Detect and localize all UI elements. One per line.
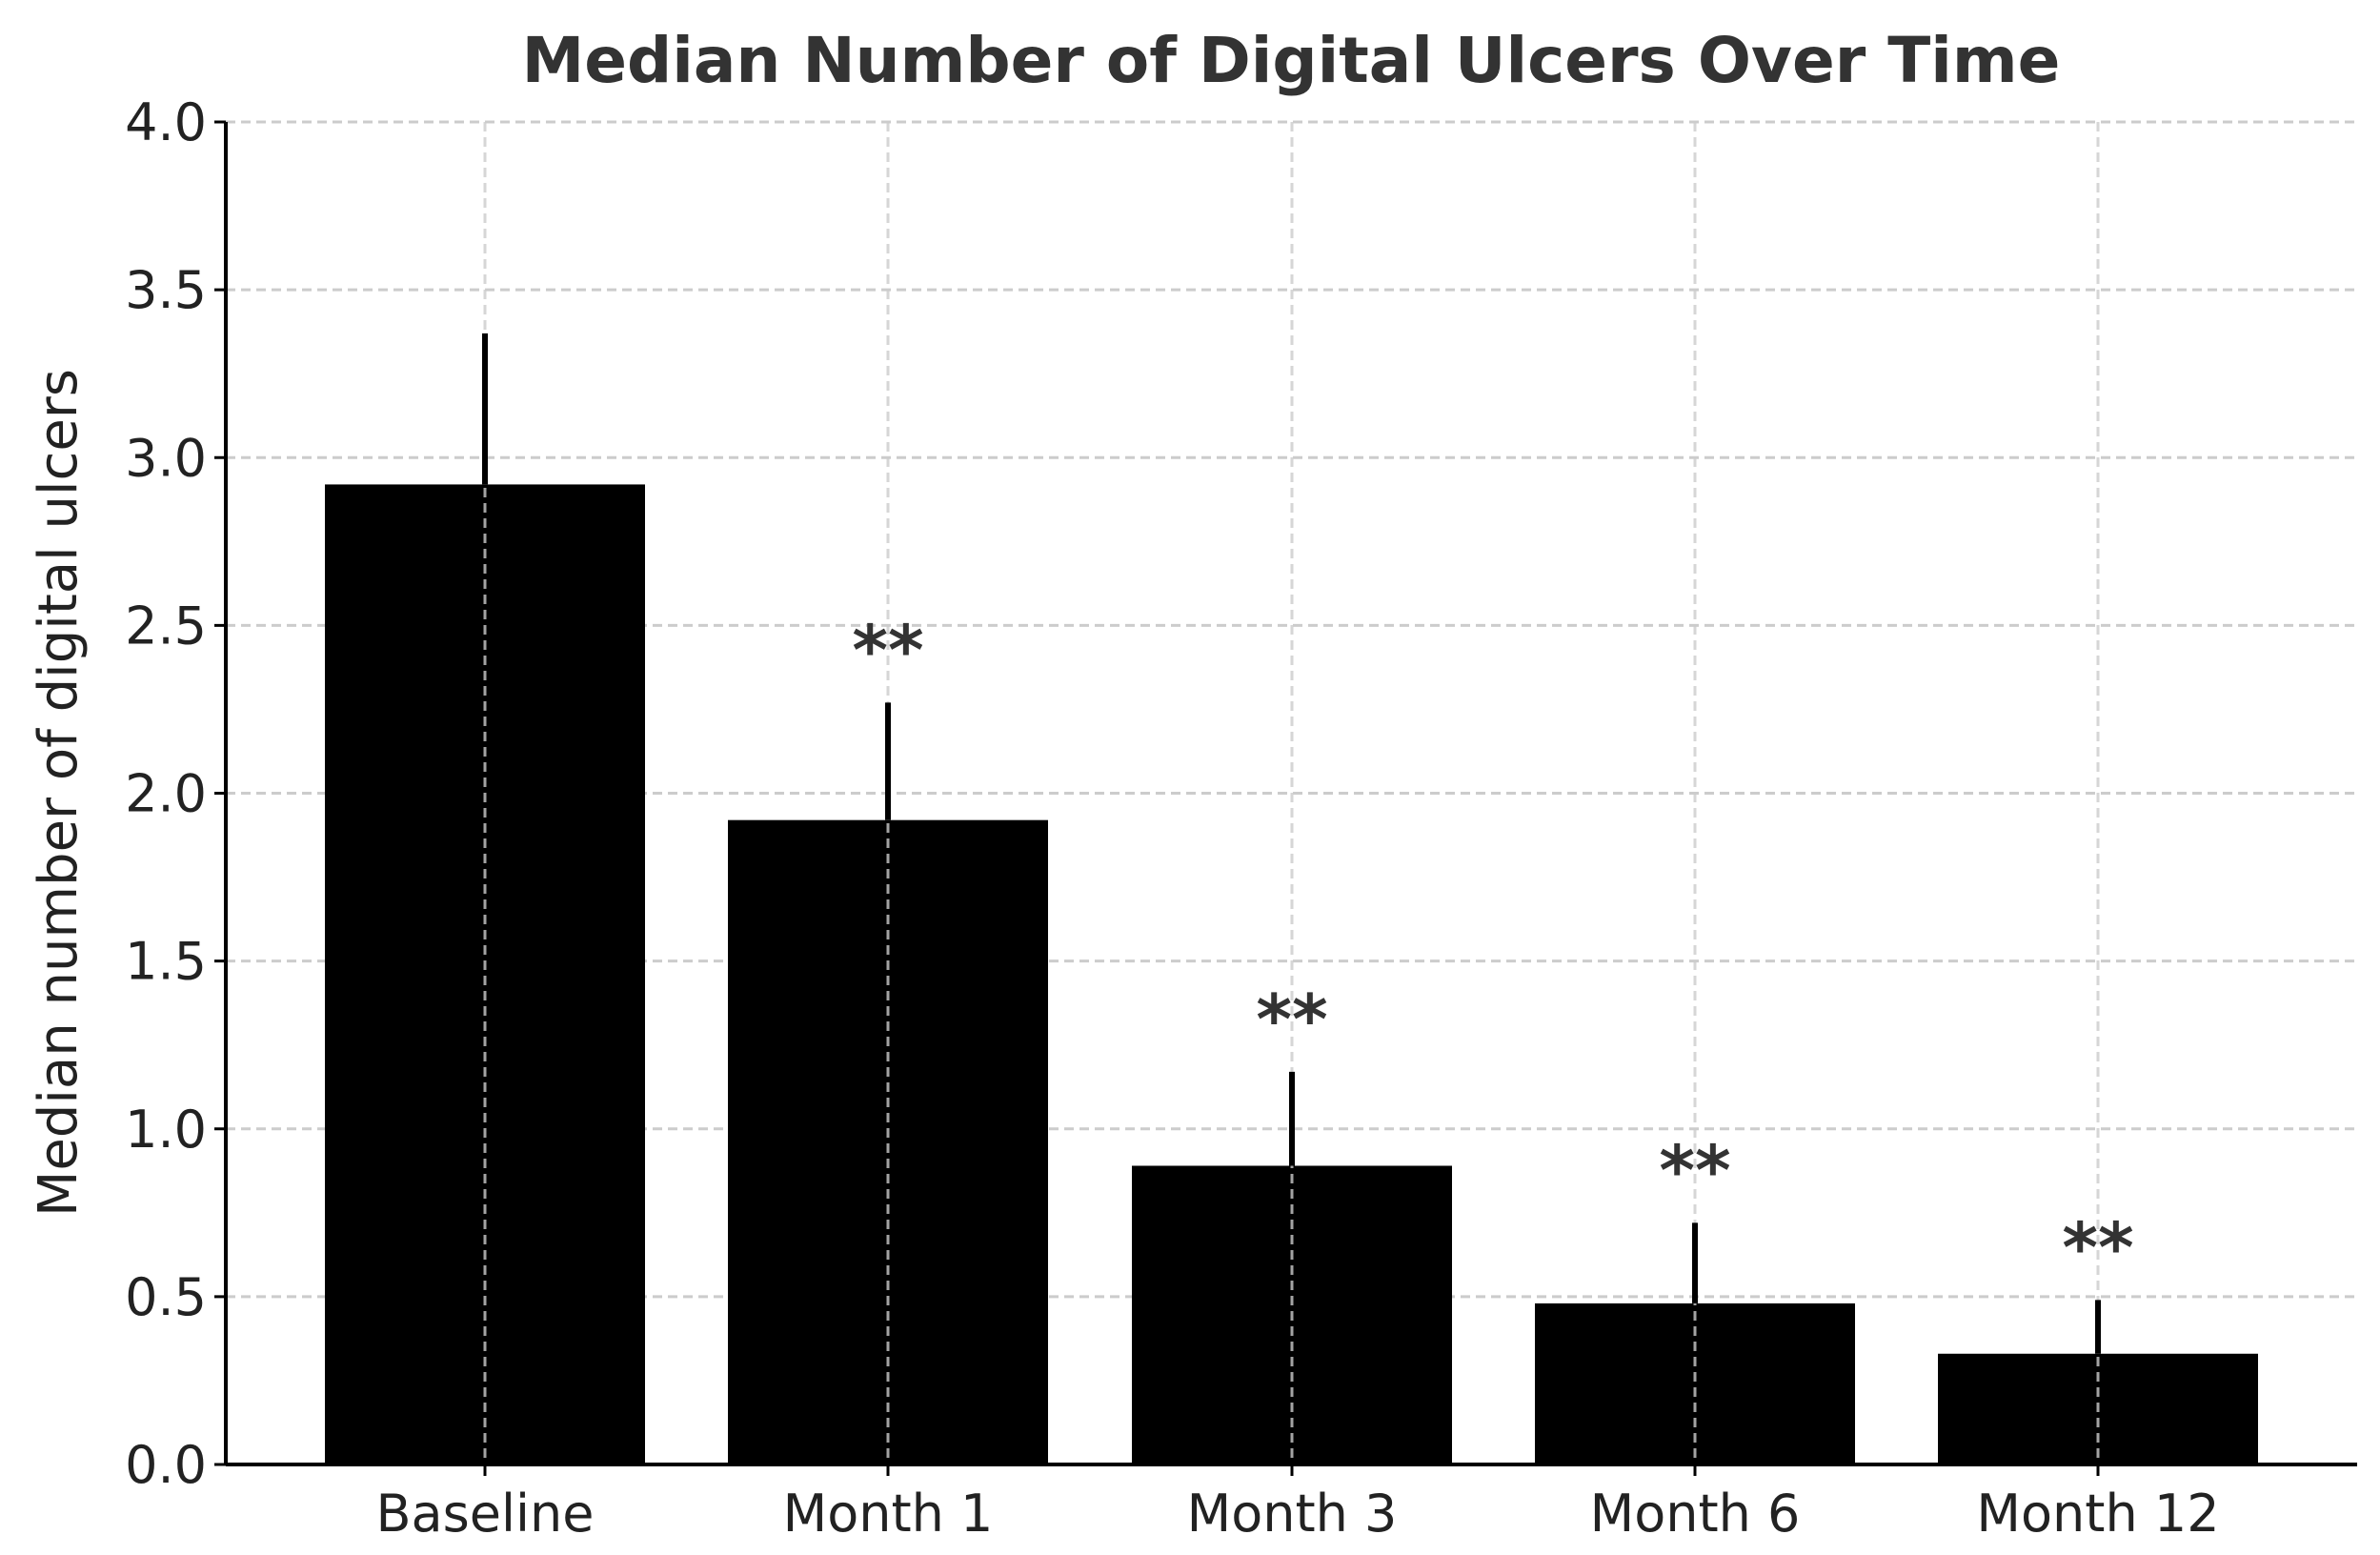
significance-annotation: ** — [2062, 1207, 2133, 1287]
y-tick-label: 0.5 — [125, 1267, 207, 1327]
significance-annotation: ** — [1256, 979, 1327, 1060]
y-axis-label: Median number of digital ulcers — [28, 369, 90, 1217]
y-tick-label: 2.5 — [125, 596, 207, 656]
y-tick-label: 0.0 — [125, 1435, 207, 1495]
y-tick-label: 1.0 — [125, 1100, 207, 1160]
y-tick-label: 4.0 — [125, 92, 207, 152]
chart-title: Median Number of Digital Ulcers Over Tim… — [522, 24, 2061, 97]
y-tick-label: 3.0 — [125, 428, 207, 488]
x-tick-label: Month 12 — [1976, 1484, 2219, 1544]
x-tick-label: Month 3 — [1187, 1484, 1398, 1544]
significance-annotation: ** — [1659, 1130, 1730, 1210]
y-tick-label: 1.5 — [125, 932, 207, 992]
y-tick-label: 3.5 — [125, 260, 207, 320]
significance-annotation: ** — [852, 610, 923, 690]
x-tick-label: Month 1 — [783, 1484, 994, 1544]
x-tick-label: Month 6 — [1590, 1484, 1801, 1544]
x-tick-label: Baseline — [376, 1484, 595, 1544]
y-tick-label: 2.0 — [125, 764, 207, 824]
